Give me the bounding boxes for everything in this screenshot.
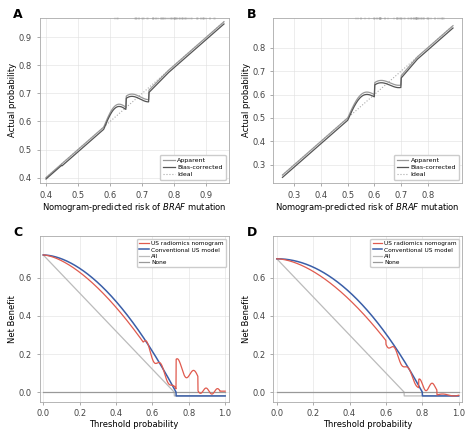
Y-axis label: Actual probability: Actual probability <box>242 63 251 137</box>
Text: B: B <box>246 7 256 21</box>
Y-axis label: Actual probability: Actual probability <box>9 63 18 137</box>
X-axis label: Threshold probability: Threshold probability <box>90 420 179 429</box>
Legend: Apparent, Bias-corrected, Ideal: Apparent, Bias-corrected, Ideal <box>394 155 459 180</box>
Text: D: D <box>246 226 257 239</box>
Y-axis label: Net Benefit: Net Benefit <box>9 295 18 343</box>
X-axis label: Nomogram-predicted risk of $\it{BRAF}$ mutation: Nomogram-predicted risk of $\it{BRAF}$ m… <box>42 201 227 214</box>
Text: C: C <box>13 226 22 239</box>
Text: A: A <box>13 7 23 21</box>
X-axis label: Nomogram-predicted risk of $\it{BRAF}$ mutation: Nomogram-predicted risk of $\it{BRAF}$ m… <box>275 201 460 214</box>
Legend: Apparent, Bias-corrected, Ideal: Apparent, Bias-corrected, Ideal <box>160 155 226 180</box>
X-axis label: Threshold probability: Threshold probability <box>323 420 412 429</box>
Y-axis label: Net Benefit: Net Benefit <box>242 295 251 343</box>
Legend: US radiomics nomogram, Conventional US model, All, None: US radiomics nomogram, Conventional US m… <box>137 239 226 267</box>
Legend: US radiomics nomogram, Conventional US model, All, None: US radiomics nomogram, Conventional US m… <box>371 239 459 267</box>
